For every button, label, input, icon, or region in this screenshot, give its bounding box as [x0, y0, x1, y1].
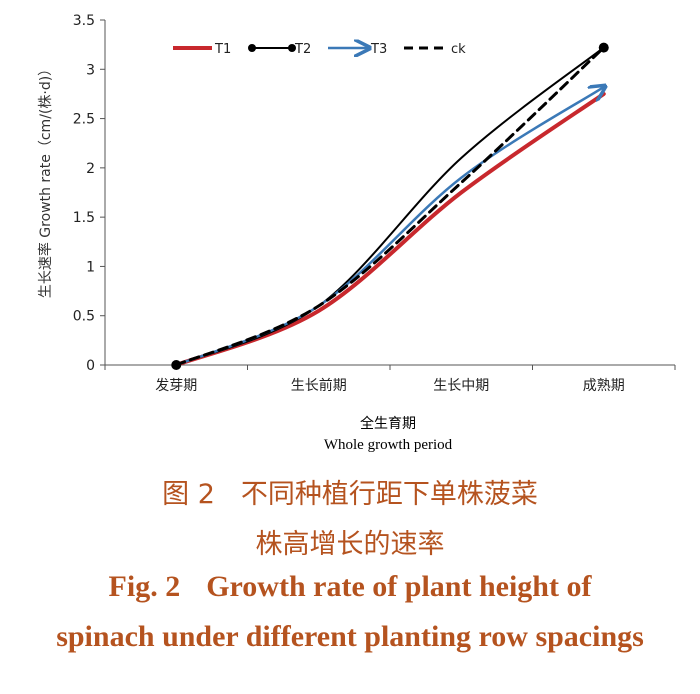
legend-label-ck: ck	[451, 42, 466, 57]
series-line-ck	[174, 46, 606, 367]
x-tick-label: 生长前期	[291, 377, 347, 394]
y-tick-label: 3.5	[73, 13, 95, 29]
y-tick-label: 2	[86, 161, 95, 177]
series-line-t2	[175, 46, 605, 366]
y-tick-label: 0	[86, 358, 95, 374]
caption-cn-line-2: 株高增长的速率	[255, 529, 445, 560]
caption-cn-line-1: 图 2 不同种植行距下单株菠菜	[0, 472, 700, 511]
caption-cn-fig-number: 图 2	[162, 479, 215, 510]
x-tick-label: 生长中期	[433, 378, 489, 394]
caption-en-line-1: Fig. 2 Growth rate of plant height of	[0, 570, 700, 604]
caption-cn-title-1: 不同种植行距下单株菠菜	[240, 479, 538, 510]
y-axis-label: 生长速率 Growth rate（cm/(株·d)）	[37, 62, 54, 298]
caption-en-title-1: Growth rate of plant height of	[206, 570, 592, 603]
x-axis-label-cn: 全生育期	[360, 415, 416, 432]
y-tick-label: 2.5	[73, 112, 95, 128]
legend-label-t3: T3	[370, 42, 387, 57]
legend-label-t1: T1	[214, 42, 231, 57]
x-tick-label: 发芽期	[155, 378, 197, 394]
series-point-t2	[598, 42, 609, 53]
y-tick-label: 1.5	[73, 210, 95, 226]
legend-point-t2	[288, 44, 296, 52]
x-tick-label: 成熟期	[583, 378, 625, 394]
y-tick-label: 3	[86, 62, 95, 78]
caption-en-fig-number: Fig. 2	[108, 570, 181, 603]
legend-label-t2: T2	[294, 42, 311, 57]
legend-point-t2	[248, 44, 256, 52]
caption-en-line-2: spinach under different planting row spa…	[56, 620, 644, 653]
y-tick-label: 1	[86, 259, 95, 275]
y-tick-label: 0.5	[73, 309, 95, 325]
x-axis-label-en: Whole growth period	[324, 437, 453, 453]
